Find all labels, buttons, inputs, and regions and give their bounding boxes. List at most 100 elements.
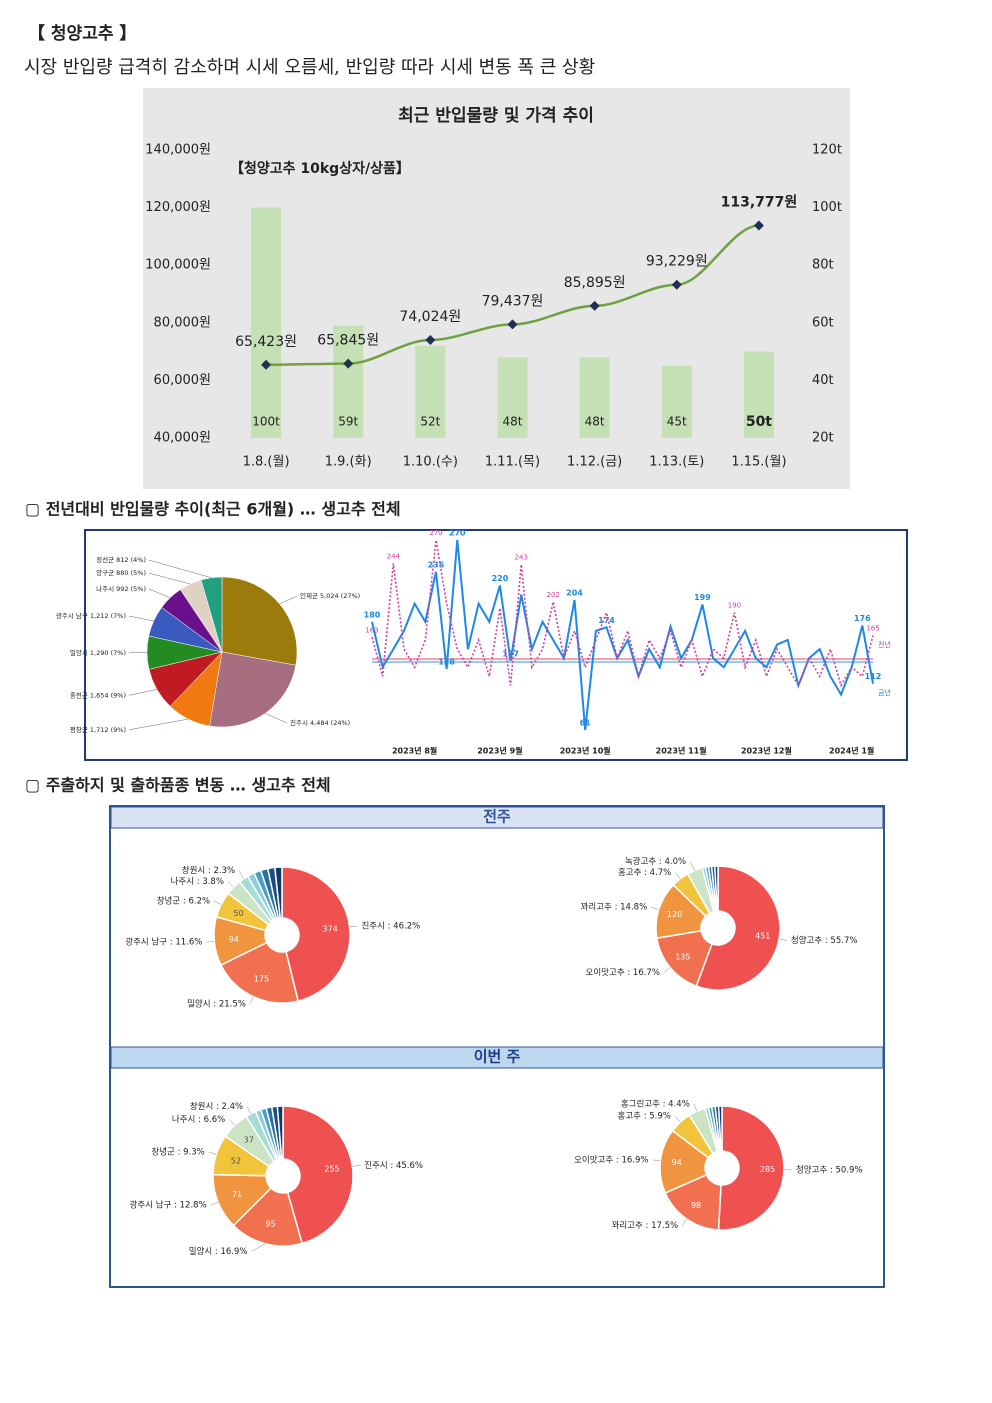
leader-line (349, 925, 358, 928)
slice-label: 홍고추 : 5.9% (618, 1111, 671, 1122)
pie-label: 평창군 1,712 (9%) (70, 725, 126, 734)
slice-count: 451 (755, 932, 770, 941)
marker (425, 335, 436, 346)
slice-count: 255 (324, 1165, 339, 1174)
slice-count: 94 (672, 1158, 682, 1167)
y-tick-label: 100,000원 (145, 258, 211, 273)
price-label: 79,437원 (482, 293, 544, 309)
slice-count: 98 (691, 1201, 701, 1210)
data-label: 137 (502, 649, 519, 658)
slice-label: 창녕군 : 6.2% (157, 896, 210, 906)
bar-label: 48t (585, 415, 605, 429)
x-tick-label: 1.11.(목) (485, 455, 540, 470)
marker (507, 319, 518, 330)
price-label: 85,895원 (564, 275, 626, 291)
data-label: 61 (580, 719, 592, 728)
leader-line (279, 595, 298, 605)
marker (753, 220, 764, 231)
price-label: 65,423원 (235, 334, 297, 350)
leader-line (206, 941, 215, 943)
pie-label: 진주시 4,484 (24%) (290, 718, 350, 727)
donut-slice (659, 1129, 710, 1194)
data-label: 270 (449, 529, 466, 538)
leader-line (674, 1116, 681, 1123)
data-label: 180 (364, 610, 381, 619)
bar-label: 100t (252, 415, 280, 429)
bar (333, 325, 364, 438)
y-tick-label: 140,000원 (145, 143, 211, 158)
data-label: 202 (547, 591, 560, 599)
slice-label: 진주시 : 46.2% (361, 920, 420, 931)
donut-rest (714, 865, 719, 912)
data-label: 270 (429, 529, 442, 537)
x-tick-label: 1.8.(월) (243, 455, 290, 470)
leader-line (249, 996, 254, 1004)
price-label: 93,229원 (646, 254, 708, 270)
slice-label: 오이맛고추 : 16.7% (586, 967, 660, 978)
leader-line (681, 1218, 687, 1226)
leader-line (227, 881, 234, 888)
slice-label: 창원시 : 2.3% (182, 866, 235, 876)
donut-rest (274, 866, 283, 919)
slice-count: 52 (231, 1156, 241, 1165)
chart-annotation: 【청양고추 10kg상자/상품】 (230, 161, 410, 177)
x-tick-label: 2023년 10월 (560, 746, 611, 756)
leader-line (651, 906, 659, 910)
data-label: 163 (365, 626, 378, 634)
slice-count: 175 (254, 974, 269, 983)
price-label: 74,024원 (399, 309, 461, 325)
pie-slice (221, 576, 298, 666)
bar (661, 366, 692, 438)
y-tick-label: 60,000원 (154, 373, 211, 388)
bar (251, 207, 282, 438)
slice-label: 광주시 남구 : 12.8% (130, 1200, 207, 1211)
data-label: 112 (865, 672, 882, 681)
donut-slice (281, 866, 351, 1002)
leader-line (265, 713, 288, 724)
pie-label: 양구군 880 (5%) (96, 569, 146, 577)
donut-slice (282, 1105, 354, 1245)
donut-slice (717, 1105, 785, 1231)
data-label: 165 (866, 624, 879, 632)
slice-label: 청양고추 : 55.7% (791, 935, 858, 946)
pie-label: 홍천군 1,654 (9%) (70, 690, 126, 699)
leader-line (238, 870, 244, 879)
slice-label: 오이맛고추 : 16.9% (574, 1154, 648, 1165)
slice-count: 71 (232, 1190, 242, 1199)
x-tick-label: 1.12.(금) (567, 455, 622, 470)
slice-label: 나주시 : 3.8% (171, 877, 224, 887)
marker (261, 359, 272, 370)
slice-count: 135 (675, 952, 690, 961)
bar (415, 345, 446, 438)
bar (497, 357, 528, 438)
x-tick-label: 2023년 9월 (477, 746, 522, 756)
section-heading: ▢ 주출하지 및 출하품종 변동 … 생고추 전체 (25, 776, 331, 795)
x-tick-label: 1.10.(수) (403, 455, 458, 470)
leader-line (689, 861, 696, 871)
bar (579, 357, 610, 438)
x-tick-label: 2023년 11월 (656, 746, 707, 756)
leader-line (210, 1201, 219, 1206)
data-label: 243 (515, 554, 528, 562)
bar-label: 50t (746, 414, 772, 430)
slice-label: 광주시 남구 : 11.6% (125, 937, 202, 948)
data-label: 220 (492, 574, 509, 583)
leader-line (148, 559, 212, 578)
slice-label: 밀양시 : 16.9% (189, 1246, 248, 1257)
marker (343, 358, 354, 369)
price-label: 113,777원 (721, 195, 798, 211)
slice-label: 나주시 : 6.6% (172, 1115, 225, 1125)
leader-line (213, 900, 222, 905)
panel-title: 전주 (483, 808, 511, 826)
slice-label: 녹광고추 : 4.0% (625, 856, 686, 867)
leader-line (663, 967, 671, 973)
data-label: 204 (566, 589, 583, 598)
data-label: 174 (598, 616, 615, 625)
data-label: 244 (387, 553, 401, 561)
y-tick-label: 80,000원 (154, 315, 211, 330)
y2-tick-label: 80t (812, 258, 834, 273)
y-tick-label: 40,000원 (154, 431, 211, 446)
bar-label: 52t (420, 415, 440, 429)
slice-count: 95 (265, 1219, 275, 1228)
